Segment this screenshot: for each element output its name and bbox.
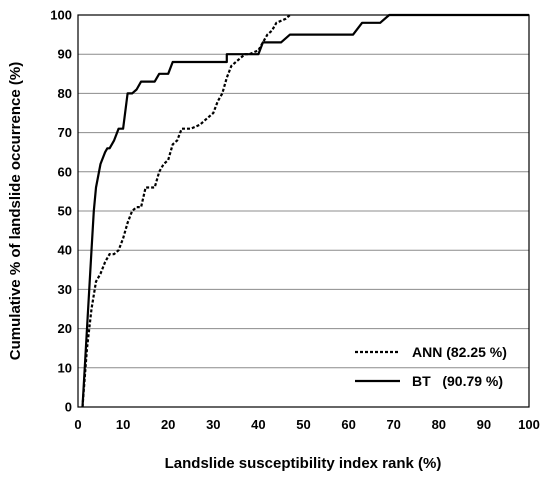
y-tick-label: 20 xyxy=(58,321,72,336)
x-tick-label: 20 xyxy=(161,417,175,432)
gridlines xyxy=(78,53,529,369)
x-tick-label: 30 xyxy=(206,417,220,432)
x-tick-label: 80 xyxy=(432,417,446,432)
y-tick-label: 10 xyxy=(58,360,72,375)
legend: ANN (82.25 %) BT (90.79 %) xyxy=(355,344,507,389)
y-tick-label: 90 xyxy=(58,47,72,62)
x-tick-label: 60 xyxy=(341,417,355,432)
y-tick-label: 0 xyxy=(65,400,72,415)
legend-label-bt: BT (90.79 %) xyxy=(412,373,503,389)
y-axis-title: Cumulative % of landslide occurrence (%) xyxy=(7,62,24,360)
y-tick-label: 40 xyxy=(58,243,72,258)
legend-label-ann: ANN (82.25 %) xyxy=(412,344,507,360)
y-tick-label: 80 xyxy=(58,86,72,101)
y-tick-labels: 0 10 20 30 40 50 60 70 80 90 100 xyxy=(50,8,72,415)
y-tick-label: 30 xyxy=(58,282,72,297)
x-tick-label: 100 xyxy=(518,417,540,432)
y-tick-label: 70 xyxy=(58,125,72,140)
x-tick-label: 90 xyxy=(477,417,491,432)
y-tick-label: 60 xyxy=(58,164,72,179)
plot-frame xyxy=(77,14,530,408)
x-tick-label: 10 xyxy=(116,417,130,432)
x-tick-label: 40 xyxy=(251,417,265,432)
series-group xyxy=(81,13,529,408)
x-tick-label: 50 xyxy=(296,417,310,432)
x-axis-title: Landslide susceptibility index rank (%) xyxy=(165,455,442,472)
x-tick-label: 0 xyxy=(74,417,81,432)
series-line-bt xyxy=(81,13,529,408)
x-tick-label: 70 xyxy=(386,417,400,432)
x-tick-labels: 0 10 20 30 40 50 60 70 80 90 100 xyxy=(74,417,539,432)
y-tick-label: 50 xyxy=(58,204,72,219)
y-tick-label: 100 xyxy=(50,8,72,23)
